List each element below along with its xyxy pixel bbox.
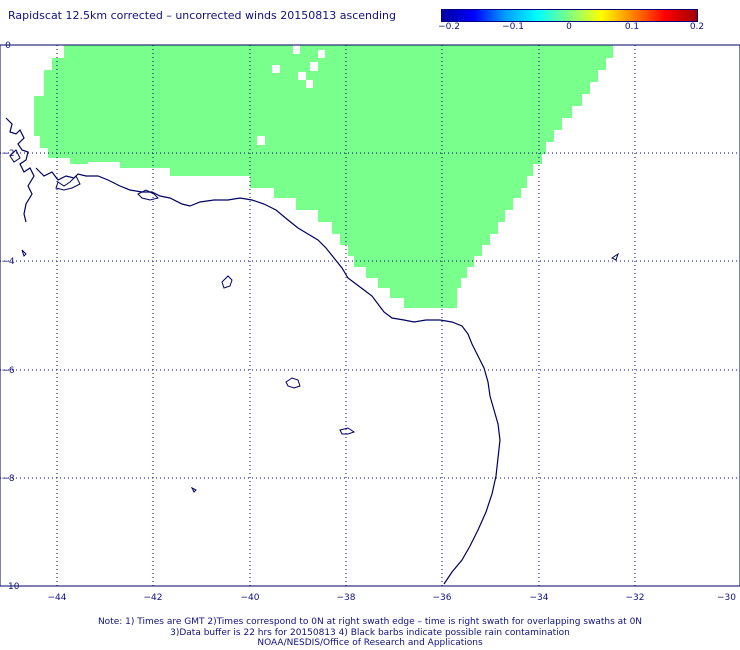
wind-swath (34, 45, 613, 308)
y-tick-label: −2 (1, 149, 14, 159)
map-title: Rapidscat 12.5km corrected – uncorrected… (8, 9, 397, 22)
x-tick-label: −40 (241, 593, 260, 603)
colorbar-tick: 0.1 (624, 22, 640, 32)
swath-gaps (257, 45, 325, 145)
coastline (5, 117, 501, 585)
x-tick-label: −36 (433, 593, 452, 603)
y-tick-label: −8 (1, 474, 15, 484)
x-tick-label: −38 (337, 593, 356, 603)
y-tick-label: −6 (1, 366, 15, 376)
footnote-line: NOAA/NESDIS/Office of Research and Appli… (257, 638, 483, 648)
x-tick-label: −42 (144, 593, 163, 603)
coastline-west (9, 149, 159, 201)
x-tick-label: −34 (530, 593, 549, 603)
y-tick-label: −4 (1, 257, 15, 267)
x-tick-label: −30 (717, 593, 736, 603)
colorbar-tick: −0.2 (438, 22, 460, 32)
colorbar-tick: 0.2 (689, 22, 705, 32)
y-tick-label: −10 (1, 582, 20, 592)
y-tick-label: 0 (5, 41, 11, 51)
grid-lines (0, 45, 740, 586)
plot-frame (0, 44, 740, 587)
islands (21, 249, 619, 493)
colorbar-tick: −0.1 (502, 22, 524, 32)
colorbar (441, 9, 698, 22)
x-tick-label: −32 (626, 593, 645, 603)
x-tick-label: −44 (48, 593, 67, 603)
footnotes: Note: 1) Times are GMT 2)Times correspon… (0, 617, 740, 649)
footnote-line: Note: 1) Times are GMT 2)Times correspon… (97, 617, 643, 627)
colorbar-tick: 0 (566, 22, 572, 32)
footnote-line: 3)Data buffer is 22 hrs for 20150813 4) … (170, 627, 570, 638)
